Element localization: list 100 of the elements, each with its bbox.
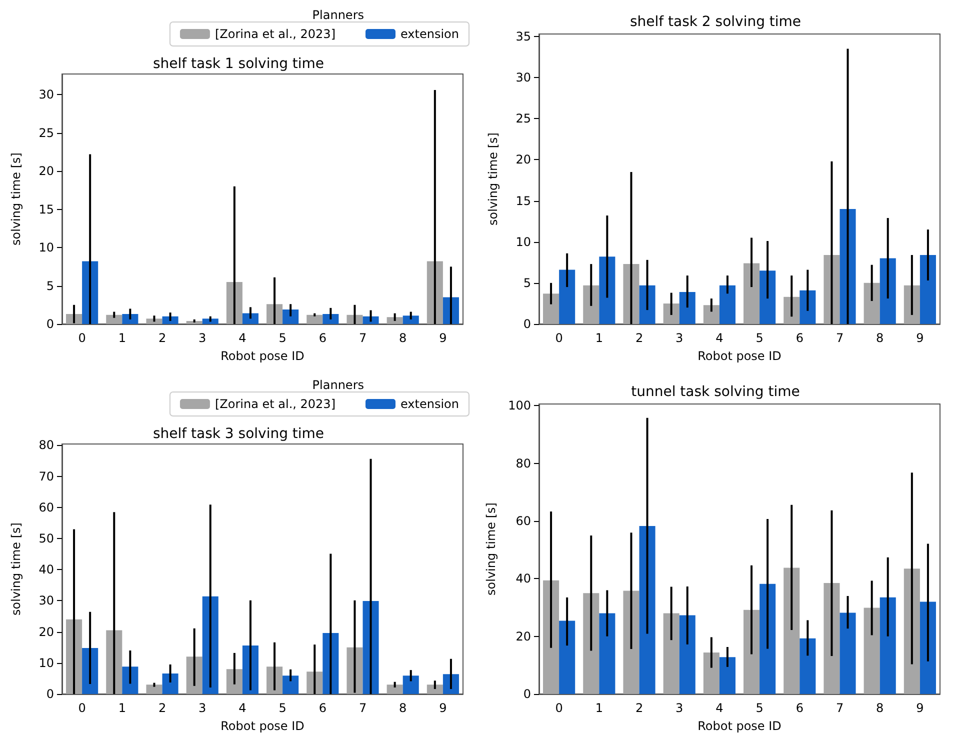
- x-tick-label: 1: [118, 331, 126, 345]
- bar: [904, 568, 920, 694]
- bar: [679, 615, 696, 694]
- x-tick-label: 6: [318, 331, 326, 345]
- x-tick-label: 3: [676, 701, 684, 715]
- bar: [322, 314, 339, 324]
- bar: [840, 612, 856, 694]
- x-tick-label: 9: [916, 701, 924, 715]
- x-tick-label: 5: [278, 701, 286, 715]
- y-tick-label: 100: [508, 398, 531, 413]
- x-tick-label: 4: [238, 331, 246, 345]
- bar: [703, 305, 720, 324]
- bar: [880, 258, 896, 324]
- bar: [202, 318, 218, 324]
- y-tick-label: 25: [38, 126, 54, 140]
- bar: [543, 580, 560, 694]
- y-tick-label: 40: [38, 562, 54, 577]
- bar: [402, 316, 419, 324]
- y-tick-label: 0: [46, 687, 54, 701]
- x-tick-label: 9: [439, 701, 447, 715]
- x-tick-label: 5: [756, 701, 764, 715]
- y-tick-label: 30: [38, 88, 54, 102]
- bar: [920, 602, 936, 694]
- x-tick-label: 7: [358, 701, 367, 715]
- bar: [744, 263, 760, 324]
- legend-title: Planners: [312, 378, 364, 392]
- x-tick-label: 8: [399, 701, 407, 715]
- bar: [82, 648, 98, 694]
- y-tick-label: 20: [516, 629, 531, 644]
- y-tick-label: 20: [516, 152, 531, 167]
- y-tick-label: 15: [38, 202, 54, 216]
- bar: [864, 282, 880, 324]
- x-tick-label: 3: [676, 331, 684, 345]
- y-tick-label: 20: [38, 164, 54, 178]
- y-axis-title: solving time [s]: [9, 152, 23, 246]
- x-tick-label: 4: [716, 701, 724, 715]
- bar: [122, 666, 138, 694]
- x-tick-label: 1: [118, 701, 126, 715]
- x-tick-label: 8: [399, 331, 407, 345]
- y-tick-label: 0: [46, 317, 54, 331]
- x-tick-label: 9: [439, 331, 447, 345]
- y-axis-title: solving time [s]: [484, 502, 498, 596]
- bar: [639, 285, 656, 324]
- bar: [402, 676, 419, 694]
- bar: [800, 638, 816, 694]
- bar: [559, 620, 576, 694]
- x-tick-label: 6: [796, 331, 804, 345]
- x-tick-label: 7: [836, 331, 844, 345]
- bar: [800, 290, 816, 324]
- y-tick-label: 80: [516, 456, 531, 470]
- x-tick-label: 0: [78, 331, 86, 345]
- x-tick-label: 8: [876, 331, 884, 345]
- x-tick-label: 0: [555, 701, 563, 715]
- bar: [583, 285, 600, 324]
- x-tick-label: 2: [158, 701, 166, 715]
- bar: [386, 684, 403, 694]
- x-tick-label: 5: [278, 331, 286, 345]
- bar: [719, 657, 736, 694]
- y-tick-label: 25: [516, 112, 531, 126]
- x-tick-label: 2: [635, 331, 644, 345]
- y-tick-label: 0: [523, 687, 531, 701]
- bar: [719, 285, 736, 324]
- bar: [904, 285, 920, 324]
- y-axis-title: solving time [s]: [486, 132, 500, 226]
- bar: [599, 613, 616, 694]
- bar: [386, 317, 403, 324]
- bar: [760, 584, 776, 694]
- y-tick-label: 5: [46, 278, 54, 293]
- bar: [186, 320, 202, 324]
- bar: [559, 270, 576, 324]
- legend-label: extension: [400, 27, 459, 41]
- bar: [226, 669, 242, 694]
- x-tick-label: 6: [318, 701, 326, 715]
- x-tick-label: 1: [595, 331, 603, 345]
- bar: [162, 673, 178, 694]
- bar: [824, 583, 840, 694]
- x-tick-label: 6: [796, 701, 804, 715]
- x-axis-title: Robot pose ID: [220, 349, 304, 363]
- y-tick-label: 10: [516, 234, 531, 249]
- chart-title: shelf task 1 solving time: [152, 56, 324, 72]
- legend-label: extension: [400, 397, 459, 411]
- bar: [583, 593, 600, 694]
- x-tick-label: 5: [756, 331, 764, 345]
- legend-title: Planners: [312, 8, 364, 22]
- y-tick-label: 60: [516, 514, 531, 528]
- x-tick-label: 7: [358, 331, 367, 345]
- y-tick-label: 15: [516, 194, 531, 208]
- bar: [760, 270, 776, 324]
- y-tick-label: 35: [516, 29, 531, 44]
- y-tick-label: 10: [38, 656, 54, 670]
- y-tick-label: 40: [516, 572, 531, 586]
- x-axis-title: Robot pose ID: [698, 719, 782, 733]
- bar: [282, 676, 299, 694]
- x-tick-label: 2: [158, 331, 166, 345]
- bar: [442, 674, 459, 694]
- y-axis-title: solving time [s]: [9, 522, 23, 616]
- y-tick-label: 50: [38, 532, 54, 546]
- y-tick-label: 0: [523, 317, 531, 331]
- x-tick-label: 3: [198, 701, 206, 715]
- y-tick-label: 70: [38, 469, 54, 484]
